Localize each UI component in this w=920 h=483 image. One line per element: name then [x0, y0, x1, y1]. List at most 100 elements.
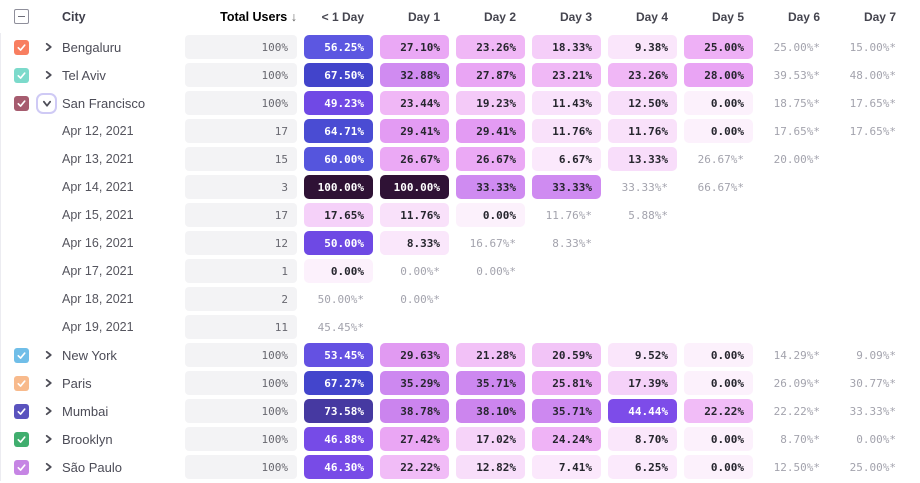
retention-cell[interactable]: 15.00%* — [849, 40, 896, 54]
retention-cell[interactable]: 11.43% — [532, 91, 601, 115]
retention-cell[interactable]: 6.25% — [608, 455, 677, 479]
retention-cell[interactable]: 19.23% — [456, 91, 525, 115]
retention-cell[interactable]: 20.00%* — [773, 152, 820, 166]
row-checkbox[interactable] — [14, 67, 29, 83]
retention-cell[interactable]: 0.00% — [304, 259, 373, 283]
retention-cell[interactable]: 33.33% — [456, 175, 525, 199]
expand-chevron-icon[interactable] — [40, 67, 56, 83]
retention-cell[interactable]: 21.28% — [456, 343, 525, 367]
row-checkbox[interactable] — [14, 39, 29, 55]
retention-cell[interactable]: 12.50%* — [773, 460, 820, 474]
retention-cell[interactable]: 11.76%* — [545, 208, 592, 222]
retention-cell[interactable]: 8.33%* — [552, 236, 592, 250]
retention-cell[interactable]: 25.00%* — [773, 40, 820, 54]
retention-cell[interactable]: 23.26% — [456, 35, 525, 59]
retention-cell[interactable]: 0.00% — [684, 427, 753, 451]
retention-cell[interactable]: 33.33%* — [849, 404, 896, 418]
retention-cell[interactable]: 0.00% — [684, 371, 753, 395]
retention-cell[interactable]: 25.81% — [532, 371, 601, 395]
retention-cell[interactable]: 25.00% — [684, 35, 753, 59]
expand-chevron-icon[interactable] — [40, 347, 56, 363]
row-checkbox[interactable] — [14, 95, 29, 111]
select-all-checkbox[interactable] — [14, 9, 29, 24]
retention-cell[interactable]: 0.00% — [456, 203, 525, 227]
retention-cell[interactable]: 27.10% — [380, 35, 449, 59]
retention-cell[interactable]: 0.00%* — [400, 264, 440, 278]
retention-cell[interactable]: 50.00%* — [317, 292, 364, 306]
retention-cell[interactable]: 11.76% — [608, 119, 677, 143]
retention-cell[interactable]: 49.23% — [304, 91, 373, 115]
retention-cell[interactable]: 22.22% — [684, 399, 753, 423]
row-checkbox[interactable] — [14, 403, 29, 419]
retention-cell[interactable]: 45.45%* — [317, 320, 364, 334]
retention-cell[interactable]: 17.65%* — [849, 124, 896, 138]
retention-cell[interactable]: 53.45% — [304, 343, 373, 367]
retention-cell[interactable]: 16.67%* — [469, 236, 516, 250]
retention-cell[interactable]: 9.52% — [608, 343, 677, 367]
retention-cell[interactable]: 23.44% — [380, 91, 449, 115]
retention-cell[interactable]: 44.44% — [608, 399, 677, 423]
retention-cell[interactable]: 26.09%* — [773, 376, 820, 390]
retention-cell[interactable]: 38.78% — [380, 399, 449, 423]
expand-chevron-icon[interactable] — [40, 403, 56, 419]
retention-cell[interactable]: 29.41% — [380, 119, 449, 143]
retention-cell[interactable]: 100.00% — [304, 175, 373, 199]
retention-cell[interactable]: 56.25% — [304, 35, 373, 59]
retention-cell[interactable]: 26.67% — [380, 147, 449, 171]
collapse-chevron-icon[interactable] — [36, 92, 57, 114]
retention-cell[interactable]: 0.00%* — [856, 432, 896, 446]
retention-cell[interactable]: 11.76% — [380, 203, 449, 227]
retention-cell[interactable]: 23.21% — [532, 63, 601, 87]
retention-cell[interactable]: 9.38% — [608, 35, 677, 59]
row-checkbox[interactable] — [14, 459, 29, 475]
retention-cell[interactable]: 5.88%* — [628, 208, 668, 222]
retention-cell[interactable]: 0.00% — [684, 91, 753, 115]
retention-cell[interactable]: 18.33% — [532, 35, 601, 59]
column-header-total-users[interactable]: Total Users ↓ — [220, 9, 297, 24]
row-checkbox[interactable] — [14, 347, 29, 363]
retention-cell[interactable]: 32.88% — [380, 63, 449, 87]
expand-chevron-icon[interactable] — [40, 459, 56, 475]
retention-cell[interactable]: 0.00%* — [400, 292, 440, 306]
retention-cell[interactable]: 100.00% — [380, 175, 449, 199]
row-checkbox[interactable] — [14, 375, 29, 391]
retention-cell[interactable]: 48.00%* — [849, 68, 896, 82]
retention-cell[interactable]: 17.65%* — [773, 124, 820, 138]
expand-chevron-icon[interactable] — [40, 39, 56, 55]
retention-cell[interactable]: 27.87% — [456, 63, 525, 87]
row-checkbox[interactable] — [14, 431, 29, 447]
retention-cell[interactable]: 25.00%* — [849, 460, 896, 474]
retention-cell[interactable]: 38.10% — [456, 399, 525, 423]
retention-cell[interactable]: 0.00% — [684, 343, 753, 367]
retention-cell[interactable]: 20.59% — [532, 343, 601, 367]
retention-cell[interactable]: 64.71% — [304, 119, 373, 143]
retention-cell[interactable]: 12.50% — [608, 91, 677, 115]
retention-cell[interactable]: 9.09%* — [856, 348, 896, 362]
retention-cell[interactable]: 8.70% — [608, 427, 677, 451]
retention-cell[interactable]: 8.33% — [380, 231, 449, 255]
retention-cell[interactable]: 17.02% — [456, 427, 525, 451]
retention-cell[interactable]: 23.26% — [608, 63, 677, 87]
retention-cell[interactable]: 67.27% — [304, 371, 373, 395]
retention-cell[interactable]: 35.71% — [532, 399, 601, 423]
retention-cell[interactable]: 39.53%* — [773, 68, 820, 82]
retention-cell[interactable]: 24.24% — [532, 427, 601, 451]
expand-chevron-icon[interactable] — [40, 431, 56, 447]
retention-cell[interactable]: 29.63% — [380, 343, 449, 367]
retention-cell[interactable]: 0.00%* — [476, 264, 516, 278]
retention-cell[interactable]: 26.67%* — [697, 152, 744, 166]
retention-cell[interactable]: 29.41% — [456, 119, 525, 143]
retention-cell[interactable]: 14.29%* — [773, 348, 820, 362]
retention-cell[interactable]: 28.00% — [684, 63, 753, 87]
retention-cell[interactable]: 17.39% — [608, 371, 677, 395]
retention-cell[interactable]: 0.00% — [684, 119, 753, 143]
retention-cell[interactable]: 12.82% — [456, 455, 525, 479]
retention-cell[interactable]: 0.00% — [684, 455, 753, 479]
retention-cell[interactable]: 46.88% — [304, 427, 373, 451]
retention-cell[interactable]: 33.33%* — [621, 180, 668, 194]
retention-cell[interactable]: 27.42% — [380, 427, 449, 451]
retention-cell[interactable]: 13.33% — [608, 147, 677, 171]
retention-cell[interactable]: 18.75%* — [773, 96, 820, 110]
retention-cell[interactable]: 33.33% — [532, 175, 601, 199]
retention-cell[interactable]: 30.77%* — [849, 376, 896, 390]
